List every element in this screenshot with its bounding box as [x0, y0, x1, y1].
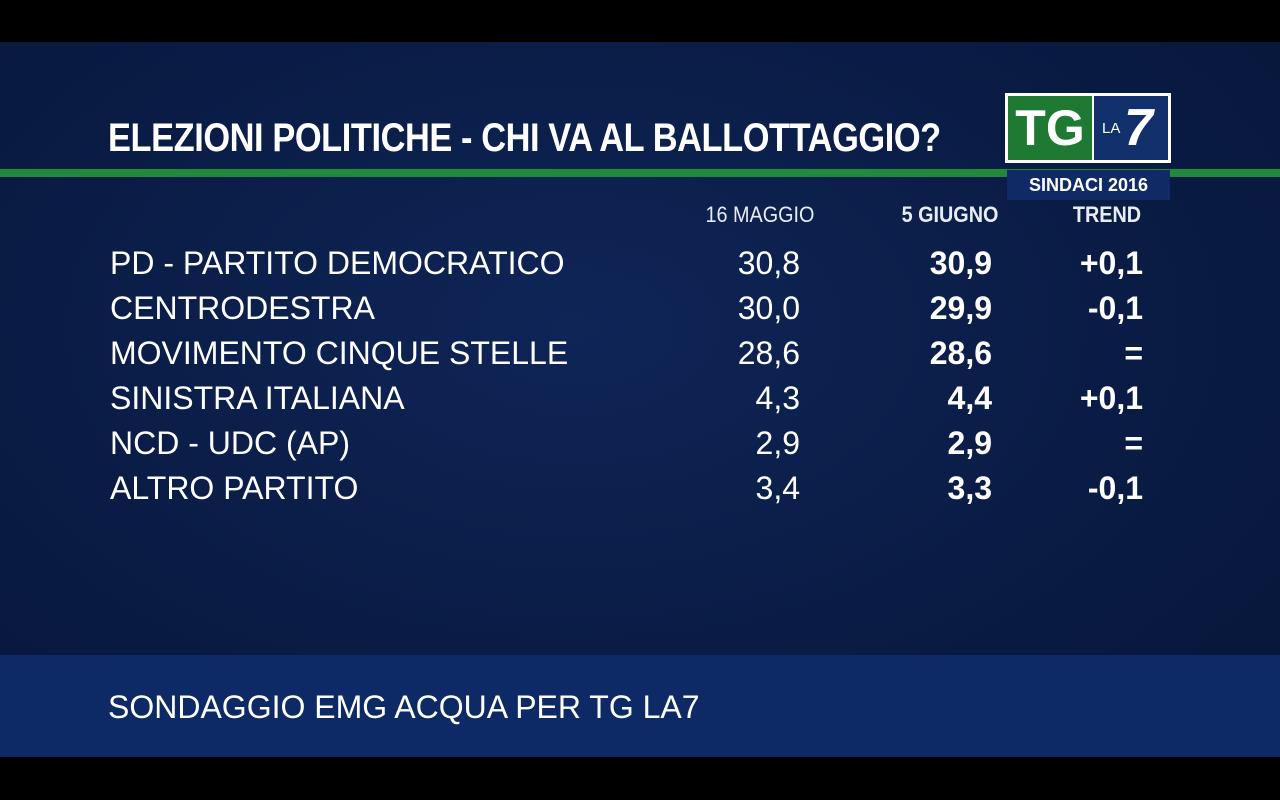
value-june: 3,3	[947, 470, 992, 506]
column-header: 5 GIUGNO	[901, 202, 999, 227]
badge: SINDACI 2016	[1007, 170, 1170, 200]
value-june: 2,9	[947, 425, 992, 461]
value-may: 2,9	[755, 425, 800, 461]
graphic: ELEZIONI POLITICHE - CHI VA AL BALLOTTAG…	[0, 42, 1280, 757]
trend: +0,1	[1079, 380, 1143, 416]
value-june: 29,9	[929, 290, 992, 326]
party-name: PD - PARTITO DEMOCRATICO	[110, 245, 565, 281]
value-june: 28,6	[929, 335, 992, 371]
footer-text: SONDAGGIO EMG ACQUA PER TG LA7	[108, 689, 700, 725]
value-may: 28,6	[737, 335, 800, 371]
column-header: 16 MAGGIO	[705, 202, 815, 227]
party-name: MOVIMENTO CINQUE STELLE	[110, 335, 569, 371]
logo: TG LA 7	[1005, 93, 1171, 163]
footer: SONDAGGIO EMG ACQUA PER TG LA7	[0, 655, 1280, 757]
trend: +0,1	[1079, 245, 1143, 281]
column-header: TREND	[1072, 202, 1142, 227]
trend: -0,1	[1087, 470, 1143, 506]
trend: =	[1124, 425, 1143, 461]
value-june: 4,4	[947, 380, 992, 416]
logo-la: LA	[1102, 120, 1121, 137]
logo-la7: LA 7	[1094, 96, 1168, 160]
value-may: 4,3	[755, 380, 800, 416]
party-name: ALTRO PARTITO	[110, 470, 359, 506]
party-name: SINISTRA ITALIANA	[110, 380, 405, 416]
value-may: 30,0	[737, 290, 800, 326]
party-name: CENTRODESTRA	[110, 290, 375, 326]
logo-7: 7	[1124, 99, 1153, 157]
trend: -0,1	[1087, 290, 1143, 326]
logo-tg: TG	[1008, 96, 1092, 160]
value-may: 30,8	[737, 245, 800, 281]
title-rule	[0, 169, 1280, 177]
trend: =	[1124, 335, 1143, 371]
value-june: 30,9	[929, 245, 992, 281]
party-name: NCD - UDC (AP)	[110, 425, 350, 461]
title: ELEZIONI POLITICHE - CHI VA AL BALLOTTAG…	[108, 116, 941, 160]
value-may: 3,4	[755, 470, 800, 506]
